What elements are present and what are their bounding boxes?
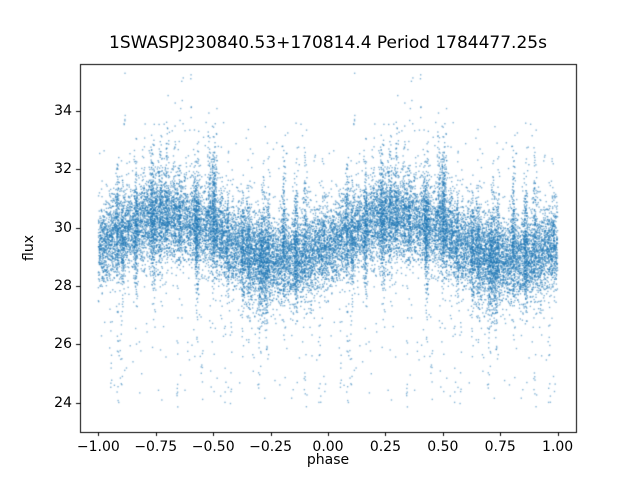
y-tick-label: 34 (54, 102, 72, 119)
x-tick-label: 0.75 (484, 439, 516, 455)
x-tick-label: −0.50 (191, 439, 235, 455)
x-tick-label: 0.25 (369, 439, 401, 455)
x-axis-label: phase (306, 452, 350, 468)
y-tick-label: 24 (54, 394, 72, 411)
y-tick-label: 32 (54, 161, 72, 178)
x-tick-label: 0.00 (312, 439, 344, 455)
y-tick-label: 26 (54, 336, 72, 353)
x-tick-label: −1.00 (76, 439, 120, 455)
x-tick-label: −0.75 (134, 439, 178, 455)
x-tick-label: 1.00 (542, 439, 574, 455)
y-tick-label: 30 (54, 219, 72, 236)
x-tick-label: 0.50 (427, 439, 459, 455)
y-axis-label: flux (21, 235, 37, 261)
y-tick-label: 28 (54, 277, 72, 294)
x-tick-label: −0.25 (249, 439, 293, 455)
chart-title: 1SWASPJ230840.53+170814.4 Period 1784477… (109, 33, 547, 53)
